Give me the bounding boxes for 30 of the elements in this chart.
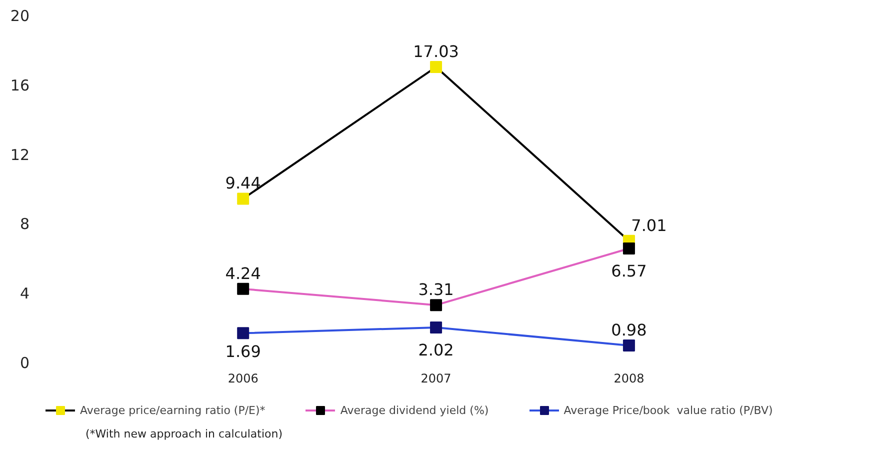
point	[622, 339, 635, 352]
point	[237, 327, 250, 340]
point	[430, 61, 442, 74]
data-label: 9.44	[225, 174, 261, 193]
data-label: 1.69	[225, 342, 261, 362]
y-tick-label: 12	[10, 146, 30, 164]
data-label: 7.01	[631, 216, 667, 235]
legend-label: Average Price/book value ratio (P/BV)	[564, 404, 773, 416]
point	[430, 321, 442, 334]
data-label: 3.31	[418, 280, 454, 300]
text: (*With new approach in calculation)	[86, 428, 283, 440]
point	[237, 282, 250, 295]
x-tick-label: 2006	[228, 372, 258, 386]
data-label: 4.24	[225, 264, 261, 283]
legend-label: Average price/earning ratio (P/E)*	[80, 404, 266, 416]
y-tick-label: 16	[10, 76, 30, 94]
y-tick-label: 0	[20, 354, 30, 372]
x-tick-label: 2007	[420, 372, 452, 386]
point	[237, 192, 250, 205]
legend-label: Average dividend yield (%)	[340, 404, 489, 416]
point	[430, 299, 442, 312]
data-label: 17.03	[413, 42, 459, 62]
y-tick-label: 4	[20, 284, 30, 303]
data-label: 0.98	[611, 320, 647, 340]
data-label: 6.57	[611, 262, 647, 281]
y-tick-label: 8	[20, 215, 30, 234]
y-tick-label: 20	[10, 7, 30, 25]
point	[622, 242, 635, 255]
data-label: 2.02	[418, 340, 454, 360]
x-tick-label: 2008	[614, 372, 644, 386]
